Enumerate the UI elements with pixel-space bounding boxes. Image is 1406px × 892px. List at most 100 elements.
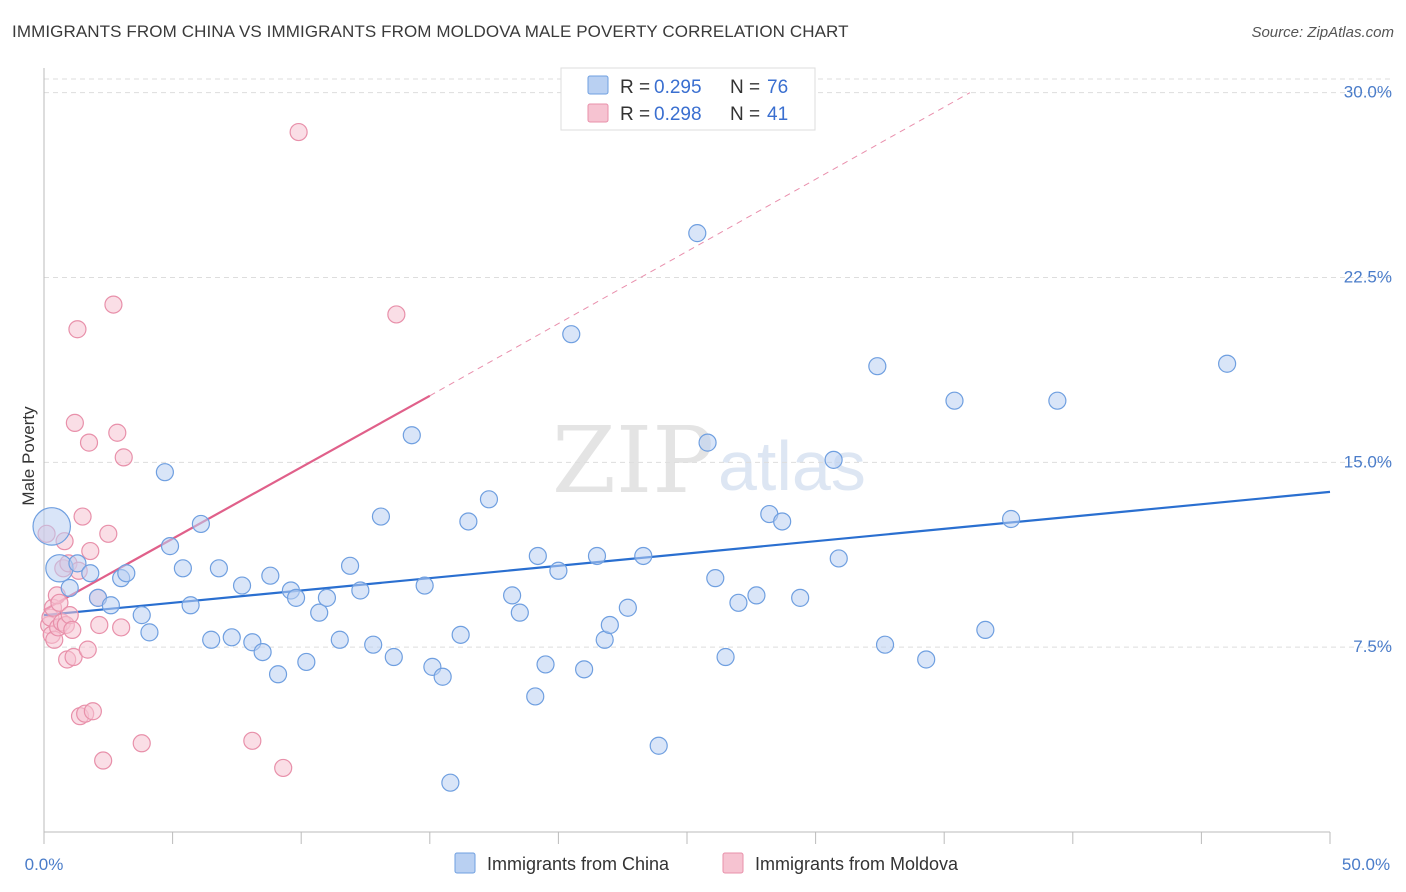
x-tick-label-max: 50.0% — [1342, 855, 1390, 874]
china-point-53 — [600, 615, 619, 635]
bottom-legend-china-label: Immigrants from China — [487, 854, 670, 874]
china-point-9 — [132, 606, 151, 625]
china-point-73 — [1001, 509, 1021, 529]
moldova-point-33 — [108, 423, 127, 442]
china-point-75 — [1218, 354, 1237, 373]
moldova-point-36 — [132, 734, 151, 753]
legend: R = 0.295 N = 76 R = 0.298 N = 41 — [560, 67, 816, 131]
china-point-23 — [268, 665, 288, 684]
china-point-68 — [868, 357, 887, 376]
china-point-65 — [791, 588, 810, 607]
china-point-15 — [191, 514, 210, 534]
china-point-74 — [1048, 391, 1067, 410]
china-point-21 — [253, 642, 272, 662]
trend-line-china — [43, 490, 1331, 617]
china-point-67 — [829, 549, 848, 568]
china-point-31 — [351, 581, 370, 600]
y-tick-label-3: 30.0% — [1344, 83, 1392, 102]
china-point-40 — [451, 625, 470, 644]
moldova-point-35 — [114, 448, 133, 467]
watermark-zip: ZIP — [552, 407, 714, 514]
moldova-point-16 — [63, 620, 82, 640]
china-point-17 — [209, 559, 228, 578]
gridlines — [44, 78, 1392, 648]
moldova-point-26 — [81, 541, 100, 561]
china-point-58 — [698, 433, 717, 452]
legend-moldova-n-label: N = — [730, 104, 760, 125]
china-point-8 — [117, 564, 136, 583]
moldova-point-31 — [99, 524, 118, 543]
china-point-27 — [310, 603, 329, 622]
moldova-point-17 — [64, 647, 83, 667]
china-point-57 — [688, 224, 707, 243]
china-point-69 — [875, 635, 895, 654]
china-point-70 — [917, 650, 936, 669]
moldova-point-18 — [65, 413, 84, 432]
china-point-14 — [181, 596, 200, 615]
china-point-60 — [716, 647, 735, 667]
china-point-2 — [60, 578, 79, 598]
moldova-point-22 — [73, 507, 92, 526]
series-moldova-points — [37, 122, 406, 778]
moldova-point-34 — [112, 618, 131, 637]
moldova-point-15 — [60, 606, 79, 625]
china-point-22 — [261, 566, 280, 585]
trend-line-extension-moldova — [429, 92, 971, 397]
china-point-61 — [729, 593, 748, 612]
y-tick-label-1: 15.0% — [1344, 452, 1392, 471]
china-point-10 — [140, 623, 159, 642]
legend-china-r-label: R = — [620, 77, 650, 98]
china-point-32 — [364, 635, 383, 654]
china-point-30 — [340, 556, 360, 575]
china-point-51 — [587, 546, 607, 566]
y-tick-label-0: 7.5% — [1353, 637, 1392, 656]
moldova-point-32 — [104, 295, 123, 314]
china-point-39 — [441, 773, 460, 792]
china-point-72 — [976, 620, 995, 640]
watermark-atlas: atlas — [718, 427, 866, 505]
legend-moldova-n-value: 41 — [767, 104, 788, 125]
china-point-11 — [155, 463, 174, 482]
legend-swatch-china — [587, 75, 609, 95]
moldova-point-37 — [243, 731, 262, 750]
china-point-54 — [618, 598, 637, 617]
moldova-point-29 — [90, 615, 109, 635]
china-point-59 — [706, 569, 725, 588]
china-point-41 — [459, 512, 478, 531]
watermark: ZIP atlas — [552, 407, 866, 514]
china-point-29 — [330, 630, 349, 649]
china-point-28 — [317, 588, 337, 607]
china-point-4 — [81, 564, 100, 583]
x-tick-label-min: 0.0% — [25, 855, 64, 874]
china-point-45 — [526, 687, 545, 706]
series-china-points — [32, 224, 1237, 792]
china-point-56 — [649, 736, 668, 755]
moldova-point-19 — [68, 320, 87, 339]
y-tick-label-2: 22.5% — [1344, 267, 1392, 286]
china-point-42 — [479, 490, 499, 509]
legend-swatch-moldova — [587, 103, 609, 123]
moldova-point-25 — [79, 433, 99, 452]
china-point-12 — [160, 537, 180, 556]
bottom-legend-swatch-moldova — [722, 852, 744, 874]
china-point-66 — [824, 450, 843, 469]
china-point-6 — [101, 596, 120, 615]
chart-title: IMMIGRANTS FROM CHINA VS IMMIGRANTS FROM… — [12, 22, 849, 41]
china-point-47 — [536, 655, 555, 674]
moldova-point-24 — [78, 640, 97, 659]
china-point-62 — [747, 586, 766, 605]
china-point-19 — [232, 576, 252, 595]
trend-line-moldova — [43, 394, 431, 612]
china-point-16 — [202, 630, 221, 649]
moldova-point-40 — [387, 305, 406, 324]
china-point-33 — [371, 507, 391, 526]
legend-china-n-label: N = — [730, 77, 760, 98]
china-point-48 — [549, 561, 568, 580]
moldova-point-27 — [83, 702, 102, 721]
china-point-43 — [503, 586, 522, 605]
moldova-point-38 — [274, 758, 293, 778]
legend-china-n-value: 76 — [767, 77, 788, 98]
china-point-49 — [562, 325, 581, 344]
x-tick-marks — [43, 832, 1331, 844]
